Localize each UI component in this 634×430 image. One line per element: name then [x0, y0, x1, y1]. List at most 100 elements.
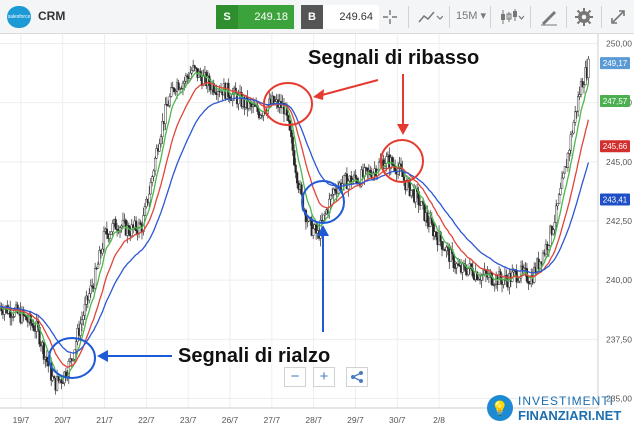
candle-body	[165, 104, 169, 106]
y-tick-label: 242,50	[606, 216, 632, 226]
candle-body	[402, 176, 406, 181]
x-tick-label: 21/7	[96, 415, 113, 425]
candle-body	[158, 143, 161, 152]
candle-body	[143, 206, 147, 216]
candle-body	[167, 105, 170, 107]
candle-body	[260, 115, 264, 117]
candle-body	[454, 267, 457, 269]
sell-signals-label: Segnali di ribasso	[308, 47, 480, 69]
candle-body	[342, 175, 346, 185]
price-label-box	[600, 94, 630, 107]
timeframe-label: 15M	[456, 10, 478, 22]
instrument-symbol[interactable]: CRM	[38, 9, 66, 23]
buy-signal-circle-2	[48, 337, 96, 379]
candle-body	[67, 361, 70, 377]
toolbar-divider	[601, 6, 602, 28]
candle-body	[148, 193, 151, 204]
candle-body	[121, 220, 125, 227]
sell-tag: S	[216, 5, 238, 29]
candle-body	[139, 222, 142, 225]
candle-body	[559, 188, 562, 195]
sell-signal-circle-1	[263, 82, 313, 126]
candle-body	[581, 81, 584, 88]
candle-body	[257, 111, 261, 119]
candle-body	[173, 87, 176, 92]
candle-body	[314, 224, 318, 234]
price-chart[interactable]: 250,00247,50245,00242,50240,00237,50235,…	[0, 34, 634, 430]
candle-body	[79, 323, 82, 336]
candle-body	[105, 228, 108, 235]
brand-line-2: FINANZIARI.NET	[518, 408, 622, 423]
x-tick-label: 2/8	[433, 415, 445, 425]
candle-body	[493, 284, 496, 286]
sell-arrow-1	[321, 79, 379, 96]
candle-body	[174, 90, 177, 93]
candle-body	[159, 136, 163, 145]
candle-body	[295, 172, 299, 184]
x-tick-label: 30/7	[389, 415, 406, 425]
candles-icon[interactable]	[497, 8, 525, 26]
candle-body	[12, 316, 15, 318]
candle-body	[194, 67, 198, 69]
zoom-in-button[interactable]: +	[313, 367, 335, 387]
candle-body	[60, 379, 63, 384]
candle-body	[470, 263, 473, 269]
x-tick-label: 29/7	[347, 415, 364, 425]
candle-body	[456, 263, 460, 266]
expand-icon[interactable]	[607, 8, 629, 26]
candle-body	[484, 270, 488, 275]
candle-body	[186, 75, 189, 78]
draw-icon[interactable]	[537, 8, 561, 26]
toolbar-divider	[449, 6, 450, 28]
crosshair-icon[interactable]	[378, 8, 402, 26]
candle-body	[290, 129, 293, 138]
buy-arrow-1-head	[317, 225, 329, 236]
indicators-icon[interactable]	[416, 8, 444, 26]
candle-body	[579, 81, 583, 95]
buy-button[interactable]: B 249.64	[301, 5, 379, 29]
candle-body	[184, 75, 188, 82]
candle-body	[576, 96, 580, 112]
sell-button[interactable]: S 249.18	[216, 5, 294, 29]
candle-body	[571, 132, 574, 135]
candle-body	[189, 72, 192, 79]
candle-body	[568, 150, 571, 154]
moving-average-line	[0, 82, 590, 369]
zoom-out-button[interactable]: −	[284, 367, 306, 387]
x-tick-label: 19/7	[13, 415, 30, 425]
candle-body	[334, 188, 337, 192]
sell-signal-circle-2	[380, 139, 424, 183]
candle-body	[153, 158, 157, 172]
price-label-box	[600, 57, 630, 70]
candle-body	[556, 203, 559, 207]
candle-body	[82, 315, 85, 320]
buy-signals-label: Segnali di rialzo	[178, 345, 331, 367]
timeframe-selector[interactable]: 15M ▾	[456, 10, 486, 22]
y-tick-label: 237,50	[606, 334, 632, 344]
candle-body	[102, 231, 106, 250]
candle-body	[134, 220, 138, 231]
candle-body	[3, 309, 6, 315]
gear-icon[interactable]	[573, 8, 595, 26]
candle-body	[467, 268, 470, 276]
candle-body	[72, 359, 75, 361]
moving-average-line	[0, 71, 590, 380]
candle-body	[360, 169, 363, 187]
candle-body	[171, 87, 174, 89]
candle-body	[294, 164, 297, 173]
candle-body	[83, 304, 87, 316]
candle-body	[180, 88, 183, 90]
candle-body	[449, 249, 452, 262]
candle-body	[572, 121, 575, 134]
candle-body	[42, 342, 46, 360]
candle-body	[45, 356, 48, 362]
price-label: 243,41	[603, 195, 628, 204]
candle-body	[331, 194, 334, 196]
candle-body	[98, 250, 101, 265]
share-button[interactable]	[346, 367, 368, 387]
candle-body	[332, 188, 335, 195]
price-label-box	[600, 193, 630, 206]
candle-body	[57, 376, 60, 382]
candle-body	[155, 148, 158, 159]
candle-body	[31, 323, 34, 326]
